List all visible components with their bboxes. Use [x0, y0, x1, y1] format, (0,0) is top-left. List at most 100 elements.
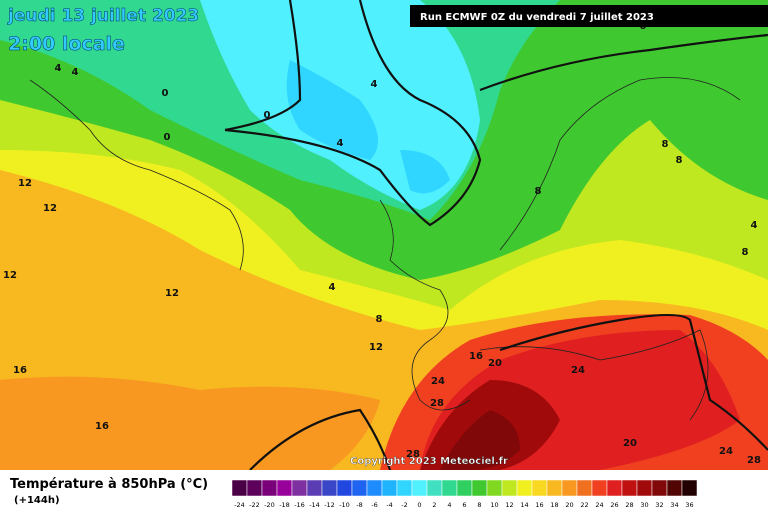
- scale-label: 6: [462, 501, 466, 509]
- color-scale: -24 -22 -20 -18 -16 -14 -12 -10 -8 -6 -4 -2 0 2 4 6 8 10 1…: [231, 479, 698, 509]
- scale-swatch: [291, 479, 308, 497]
- scale-swatch: [246, 479, 263, 497]
- contour-label: 8: [742, 247, 749, 258]
- scale-swatch: [426, 479, 443, 497]
- contour-label: 12: [43, 203, 57, 214]
- scale-label: 36: [685, 501, 693, 509]
- contour-label: 0: [162, 88, 169, 99]
- scale-label: -6: [371, 501, 377, 509]
- scale-swatch: [591, 479, 608, 497]
- contour-label: 12: [3, 270, 17, 281]
- scale-swatch: [351, 479, 368, 497]
- scale-swatch: [411, 479, 428, 497]
- scale-swatch: [366, 479, 383, 497]
- scale-swatch: [276, 479, 293, 497]
- contour-label: 8: [662, 139, 669, 150]
- contour-label: 24: [431, 376, 445, 387]
- contour-label: 24: [719, 446, 733, 457]
- contour-label: 16: [469, 351, 483, 362]
- scale-swatch: [441, 479, 458, 497]
- contour-label: 4: [337, 138, 344, 149]
- scale-label: -24: [234, 501, 245, 509]
- scale-swatch: [396, 479, 413, 497]
- contour-label: 8: [676, 155, 683, 166]
- isotherms: [224, 0, 768, 471]
- contour-label: 0: [264, 110, 271, 121]
- scale-swatch: [606, 479, 623, 497]
- scale-swatch: [546, 479, 563, 497]
- run-banner: [410, 5, 768, 27]
- coastlines: [29, 77, 741, 421]
- forecast-time: 2:00 locale: [8, 33, 125, 55]
- scale-label: 8: [477, 501, 481, 509]
- scale-label: -20: [264, 501, 275, 509]
- scale-label: 12: [505, 501, 513, 509]
- contour-label: 28: [406, 449, 420, 460]
- contour-label: 28: [430, 398, 444, 409]
- scale-swatch: [321, 479, 338, 497]
- scale-swatch: [381, 479, 398, 497]
- contour-label: 4: [55, 63, 62, 74]
- contour-label: 12: [18, 178, 32, 189]
- scale-swatch: [621, 479, 638, 497]
- map-background: [0, 0, 768, 470]
- scale-swatch: [531, 479, 548, 497]
- scale-label: -16: [294, 501, 305, 509]
- scale-swatch: [681, 479, 698, 497]
- contour-label: 28: [747, 455, 761, 466]
- scale-label: 0: [417, 501, 421, 509]
- scale-label: 22: [580, 501, 588, 509]
- scale-label: -12: [324, 501, 335, 509]
- contour-label: 8: [376, 314, 383, 325]
- contour-labels: 4400044012121212481216161620242824202824…: [3, 21, 761, 466]
- scale-label: -10: [339, 501, 350, 509]
- contour-label: 12: [165, 288, 179, 299]
- scale-swatch: [651, 479, 668, 497]
- scale-label: 16: [535, 501, 543, 509]
- scale-label: -22: [249, 501, 260, 509]
- scale-swatch: [486, 479, 503, 497]
- forecast-date: jeudi 13 juillet 2023: [7, 6, 199, 26]
- scale-swatch: [516, 479, 533, 497]
- legend-subtitle: (+144h): [14, 495, 60, 506]
- contour-label: 16: [95, 421, 109, 432]
- scale-swatch: [561, 479, 578, 497]
- scale-label: 26: [610, 501, 618, 509]
- scale-label: 30: [640, 501, 648, 509]
- contour-label: 20: [623, 438, 637, 449]
- contour-label: 0: [164, 132, 171, 143]
- legend-title: Température à 850hPa (°C): [10, 477, 208, 492]
- scale-swatch: [471, 479, 488, 497]
- contour-label: 4: [72, 67, 79, 78]
- scale-label: 24: [595, 501, 603, 509]
- scale-label: 20: [565, 501, 573, 509]
- scale-label: -4: [386, 501, 392, 509]
- scale-label: 14: [520, 501, 528, 509]
- scale-swatch: [306, 479, 323, 497]
- scale-label: 2: [432, 501, 436, 509]
- scale-swatch: [231, 479, 248, 497]
- contour-label: 4: [329, 282, 336, 293]
- scale-swatch: [501, 479, 518, 497]
- contour-label: 24: [571, 365, 585, 376]
- scale-label: 32: [655, 501, 663, 509]
- scale-label: -2: [401, 501, 407, 509]
- scale-label: 10: [490, 501, 498, 509]
- scale-swatch: [576, 479, 593, 497]
- contour-label: 16: [13, 365, 27, 376]
- scale-swatch: [336, 479, 353, 497]
- scale-label: 34: [670, 501, 678, 509]
- contour-label: 8: [535, 186, 542, 197]
- scale-swatch: [456, 479, 473, 497]
- scale-swatch: [261, 479, 278, 497]
- scale-label: 28: [625, 501, 633, 509]
- scale-label: 18: [550, 501, 558, 509]
- run-info: Run ECMWF 0Z du vendredi 7 juillet 2023: [420, 12, 654, 23]
- scale-label: -18: [279, 501, 290, 509]
- scale-label: -14: [309, 501, 320, 509]
- contour-label: 12: [369, 342, 383, 353]
- copyright: Copyright 2023 Meteociel.fr: [350, 456, 508, 467]
- contour-label: 4: [371, 79, 378, 90]
